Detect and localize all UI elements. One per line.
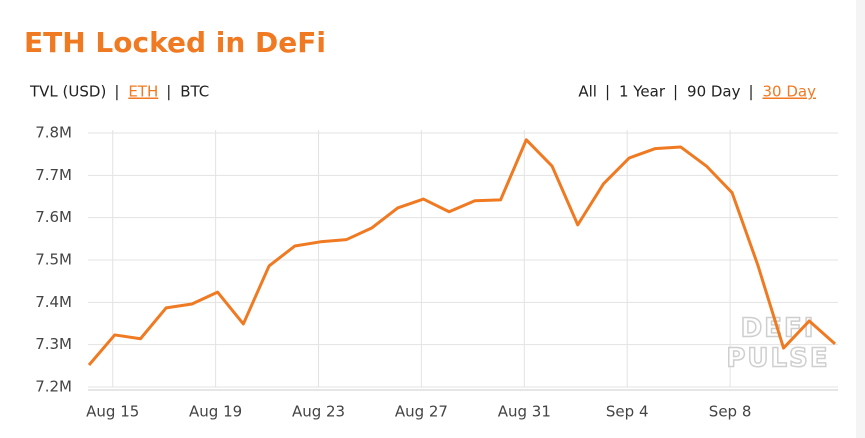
tab[interactable]: 1 Year <box>619 83 666 101</box>
x-tick-label: Aug 31 <box>498 403 551 421</box>
y-tick-label: 7.5M <box>35 251 72 269</box>
separator: | <box>114 83 119 101</box>
y-tick-label: 7.2M <box>35 378 72 396</box>
x-tick-label: Aug 27 <box>395 403 448 421</box>
chart-title: ETH Locked in DeFi <box>24 26 326 59</box>
watermark: PULSE <box>726 344 829 374</box>
x-tick-label: Aug 23 <box>292 403 345 421</box>
line <box>87 138 836 366</box>
y-tick-label: 7.8M <box>35 124 72 142</box>
separator: | <box>166 83 171 101</box>
tab[interactable]: 30 Day <box>763 83 817 101</box>
x-tick-label: Aug 15 <box>86 403 139 421</box>
x-tick-label: Sep 4 <box>606 403 649 421</box>
separator: | <box>749 83 754 101</box>
tab[interactable]: TVL (USD) <box>29 83 106 101</box>
x-tick-label: Sep 8 <box>709 403 752 421</box>
tab[interactable]: 90 Day <box>687 83 741 101</box>
edge <box>856 0 865 438</box>
tab[interactable]: ETH <box>128 83 158 101</box>
separator: | <box>673 83 678 101</box>
y-tick-label: 7.6M <box>35 208 72 226</box>
y-tick-label: 7.3M <box>35 335 72 353</box>
tab[interactable]: BTC <box>180 83 209 101</box>
separator: | <box>605 83 610 101</box>
x-tick-label: Aug 19 <box>189 403 242 421</box>
tab[interactable]: All <box>578 83 597 101</box>
y-tick-label: 7.4M <box>35 293 72 311</box>
y-tick-label: 7.7M <box>35 166 72 184</box>
